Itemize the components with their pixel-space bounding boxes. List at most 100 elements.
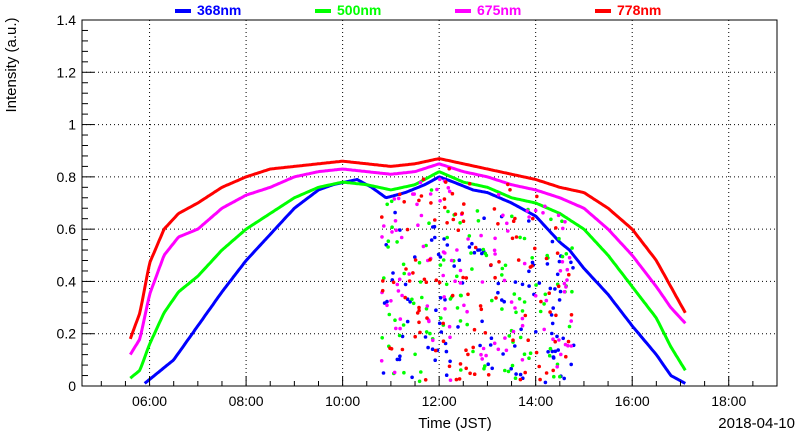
data-point bbox=[537, 364, 541, 369]
data-point bbox=[437, 321, 442, 326]
data-point bbox=[534, 350, 539, 355]
data-point bbox=[427, 221, 431, 225]
data-point bbox=[402, 370, 406, 375]
data-point bbox=[502, 278, 507, 283]
data-point bbox=[445, 235, 450, 240]
data-point bbox=[404, 267, 408, 271]
series-line bbox=[129, 170, 687, 380]
data-point bbox=[525, 209, 530, 213]
data-point bbox=[518, 377, 523, 382]
data-point bbox=[542, 302, 546, 306]
data-point bbox=[489, 263, 493, 267]
data-point bbox=[403, 282, 408, 287]
data-point bbox=[418, 280, 423, 284]
legend-label: 368nm bbox=[197, 2, 241, 18]
data-point bbox=[380, 215, 384, 219]
data-point bbox=[421, 244, 426, 249]
data-point bbox=[493, 252, 497, 256]
data-point bbox=[527, 269, 531, 274]
data-point bbox=[385, 202, 390, 207]
data-point bbox=[410, 375, 414, 380]
data-point bbox=[558, 269, 563, 273]
data-point bbox=[420, 295, 424, 300]
data-point bbox=[563, 220, 567, 224]
data-point bbox=[428, 257, 432, 262]
data-point bbox=[472, 327, 477, 332]
data-point bbox=[424, 307, 429, 311]
data-point bbox=[394, 326, 398, 331]
data-point bbox=[430, 347, 435, 352]
data-point bbox=[493, 236, 497, 241]
data-point bbox=[438, 177, 442, 182]
data-point bbox=[418, 180, 423, 185]
data-point bbox=[451, 217, 456, 222]
data-point bbox=[545, 253, 549, 258]
data-point bbox=[458, 268, 463, 273]
y-tick-label: 0 bbox=[68, 378, 76, 394]
data-point bbox=[569, 362, 573, 367]
data-point bbox=[439, 316, 443, 320]
data-point bbox=[458, 281, 463, 285]
data-point bbox=[503, 336, 507, 340]
data-point bbox=[386, 239, 391, 243]
data-point bbox=[458, 221, 462, 225]
x-tick-label: 16:00 bbox=[615, 393, 650, 409]
data-point bbox=[395, 282, 400, 287]
data-point bbox=[548, 346, 553, 351]
data-point bbox=[569, 260, 573, 265]
data-point bbox=[465, 322, 470, 327]
data-point bbox=[562, 290, 567, 294]
series-line bbox=[143, 175, 687, 385]
data-point bbox=[429, 188, 434, 192]
data-point bbox=[467, 245, 472, 249]
data-point bbox=[470, 241, 474, 246]
data-point bbox=[466, 292, 470, 297]
data-point bbox=[506, 369, 511, 374]
data-point bbox=[550, 349, 555, 354]
data-point bbox=[467, 234, 472, 238]
data-point bbox=[533, 294, 538, 298]
data-point bbox=[492, 207, 497, 211]
data-point bbox=[530, 264, 534, 268]
data-point bbox=[392, 197, 397, 201]
data-point bbox=[405, 227, 410, 232]
data-point bbox=[567, 324, 572, 329]
data-point bbox=[520, 358, 525, 362]
data-point bbox=[543, 380, 548, 385]
data-point bbox=[417, 260, 422, 265]
data-point bbox=[437, 280, 442, 285]
series-500nm bbox=[129, 170, 687, 384]
data-point bbox=[551, 337, 555, 342]
data-point bbox=[438, 199, 442, 203]
y-tick-label: 1.2 bbox=[57, 64, 77, 80]
data-point bbox=[443, 307, 447, 311]
data-point bbox=[396, 289, 401, 293]
data-point bbox=[500, 307, 504, 311]
data-point bbox=[555, 251, 560, 255]
data-point bbox=[538, 309, 543, 314]
data-point bbox=[455, 248, 459, 252]
data-point bbox=[527, 284, 531, 288]
data-point bbox=[517, 297, 522, 301]
data-point bbox=[506, 229, 510, 233]
data-point bbox=[457, 377, 462, 381]
data-point bbox=[547, 353, 552, 358]
data-point bbox=[531, 216, 535, 221]
data-point bbox=[407, 272, 412, 276]
data-point bbox=[417, 379, 422, 384]
data-point bbox=[510, 363, 515, 368]
data-point bbox=[514, 235, 519, 239]
data-point bbox=[394, 228, 399, 232]
data-point bbox=[428, 192, 433, 196]
data-point bbox=[547, 291, 551, 296]
data-point bbox=[564, 285, 568, 289]
data-point bbox=[433, 358, 438, 363]
data-point bbox=[543, 292, 548, 297]
data-point bbox=[434, 278, 439, 283]
data-point bbox=[479, 307, 484, 312]
data-point bbox=[527, 356, 531, 361]
data-point bbox=[513, 344, 517, 348]
data-point bbox=[424, 280, 429, 285]
y-tick-label: 0.4 bbox=[57, 273, 77, 289]
data-point bbox=[400, 347, 405, 352]
